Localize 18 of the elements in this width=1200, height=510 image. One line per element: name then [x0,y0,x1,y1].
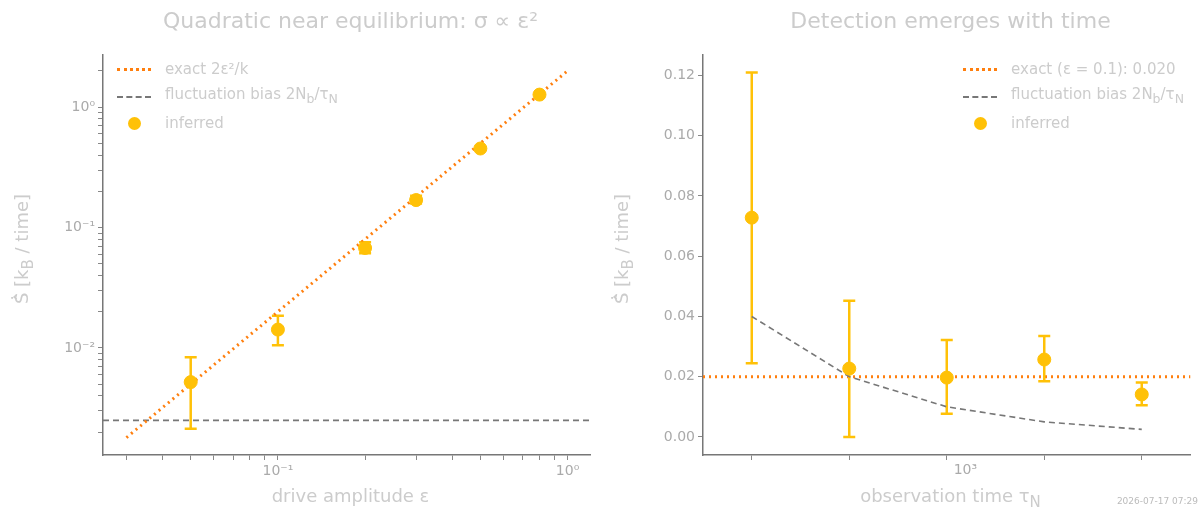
y-tick-label: 10⁻¹ [64,218,95,235]
text: 2026-07-17 07:29 [1116,496,1198,506]
y-tick-label: 0.10 [663,126,695,143]
y-tick-label: 10⁰ [71,97,96,114]
point [744,210,759,225]
y-tick-label: 0.08 [663,186,695,203]
y-tick-label: 0.04 [663,307,696,324]
text: 10³ [953,461,978,477]
line-series [750,315,1143,431]
point [842,361,857,376]
point [939,370,954,385]
y-tick-label: 0.06 [663,246,696,263]
point [1037,352,1052,367]
y-tick-label: 0.00 [663,427,695,444]
y-tick-label: 10⁻² [64,338,95,355]
y-tick-label: 0.12 [663,66,695,83]
point [1134,387,1149,402]
y-tick-label: 0.02 [663,367,695,384]
